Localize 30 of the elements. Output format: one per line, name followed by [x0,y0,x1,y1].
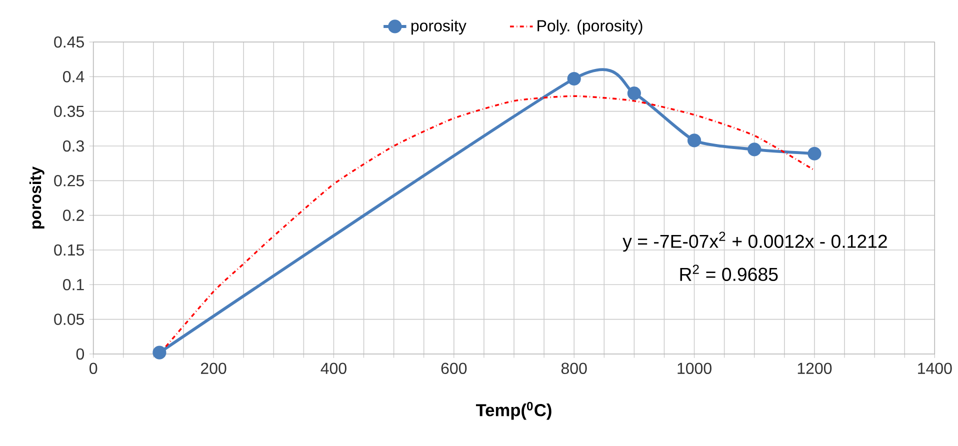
y-tick-label: 0.25 [54,175,84,186]
point [567,72,581,86]
x-tick-label: 600 [441,362,467,374]
y-tick-label: 0.1 [63,279,84,290]
x-tick-label: 1200 [798,362,832,374]
x-tick-label: 800 [561,362,587,374]
x-axis-title: Temp($^{0}$C) [476,402,552,420]
x-tick-label: 0 [90,362,98,374]
y-tick-label: 0.2 [63,210,84,221]
x-tick-label: 1000 [678,362,712,374]
legend-label: Poly. (porosity) [538,20,642,35]
y-tick-label: 0.05 [54,314,84,325]
y-tick-label: 0.3 [63,140,84,152]
y-tick-label: 0.4 [63,71,84,82]
x-tick-label: 1400 [918,362,952,374]
y-tick-label: 0.35 [54,106,84,117]
y-tick-label: 0 [76,348,84,360]
x-tick-label: 200 [200,362,226,374]
annotation: y = -7E-07x$^{2}$ + 0.0012x - 0.1212 [622,232,887,252]
y-tick-label: 0.45 [54,36,84,48]
point [748,142,762,156]
y-axis-title: porosity [29,166,44,229]
y-tick-label: 0.15 [54,244,84,256]
point [152,346,166,360]
annotation: R$^{2}$ = 0.9685 [680,264,778,282]
x-tick-label: 400 [320,362,346,374]
point [687,134,702,148]
point [808,146,822,160]
point [627,86,641,100]
legend-label: porosity [411,20,466,35]
